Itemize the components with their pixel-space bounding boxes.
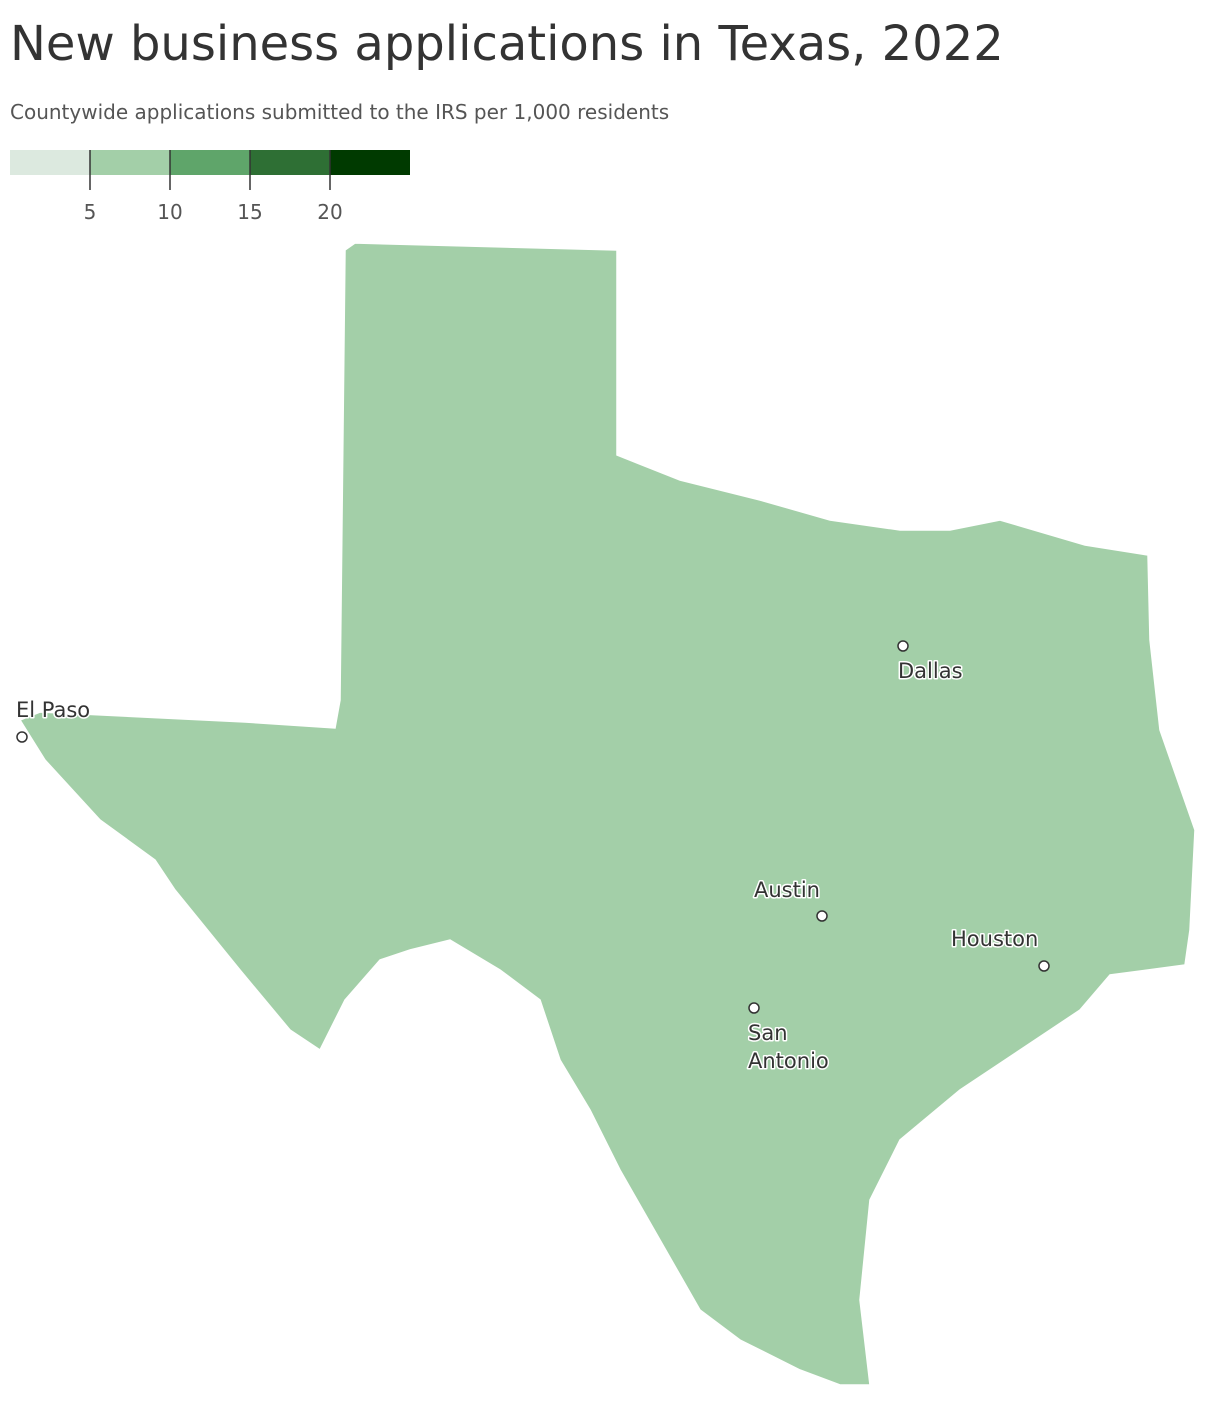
legend-tick-label: 15	[237, 200, 262, 224]
city-dot	[897, 640, 909, 652]
legend-tick-label: 5	[84, 200, 97, 224]
city-dot	[16, 731, 28, 743]
city-label: El Paso	[16, 698, 90, 722]
texas-map	[18, 242, 1196, 1386]
legend-swatch	[250, 150, 330, 175]
city-label: San Antonio	[748, 1021, 829, 1073]
legend: 5 10 15 20	[10, 150, 410, 224]
city-label: Houston	[951, 927, 1038, 951]
subtitle: Countywide applications submitted to the…	[10, 100, 669, 124]
city-dot	[816, 910, 828, 922]
title: New business applications in Texas, 2022	[10, 16, 1004, 72]
city-dot	[1038, 960, 1050, 972]
legend-swatch	[90, 150, 170, 175]
city-label: Dallas	[898, 659, 963, 683]
legend-swatch	[170, 150, 250, 175]
city-label: Austin	[754, 878, 820, 902]
legend-swatch	[330, 150, 410, 175]
city-dot	[748, 1002, 760, 1014]
legend-tick-label: 20	[317, 200, 342, 224]
legend-swatch	[10, 150, 90, 175]
legend-tick-label: 10	[157, 200, 182, 224]
cities: El Paso Dallas Austin Houston San Antonio	[15, 640, 1050, 1075]
